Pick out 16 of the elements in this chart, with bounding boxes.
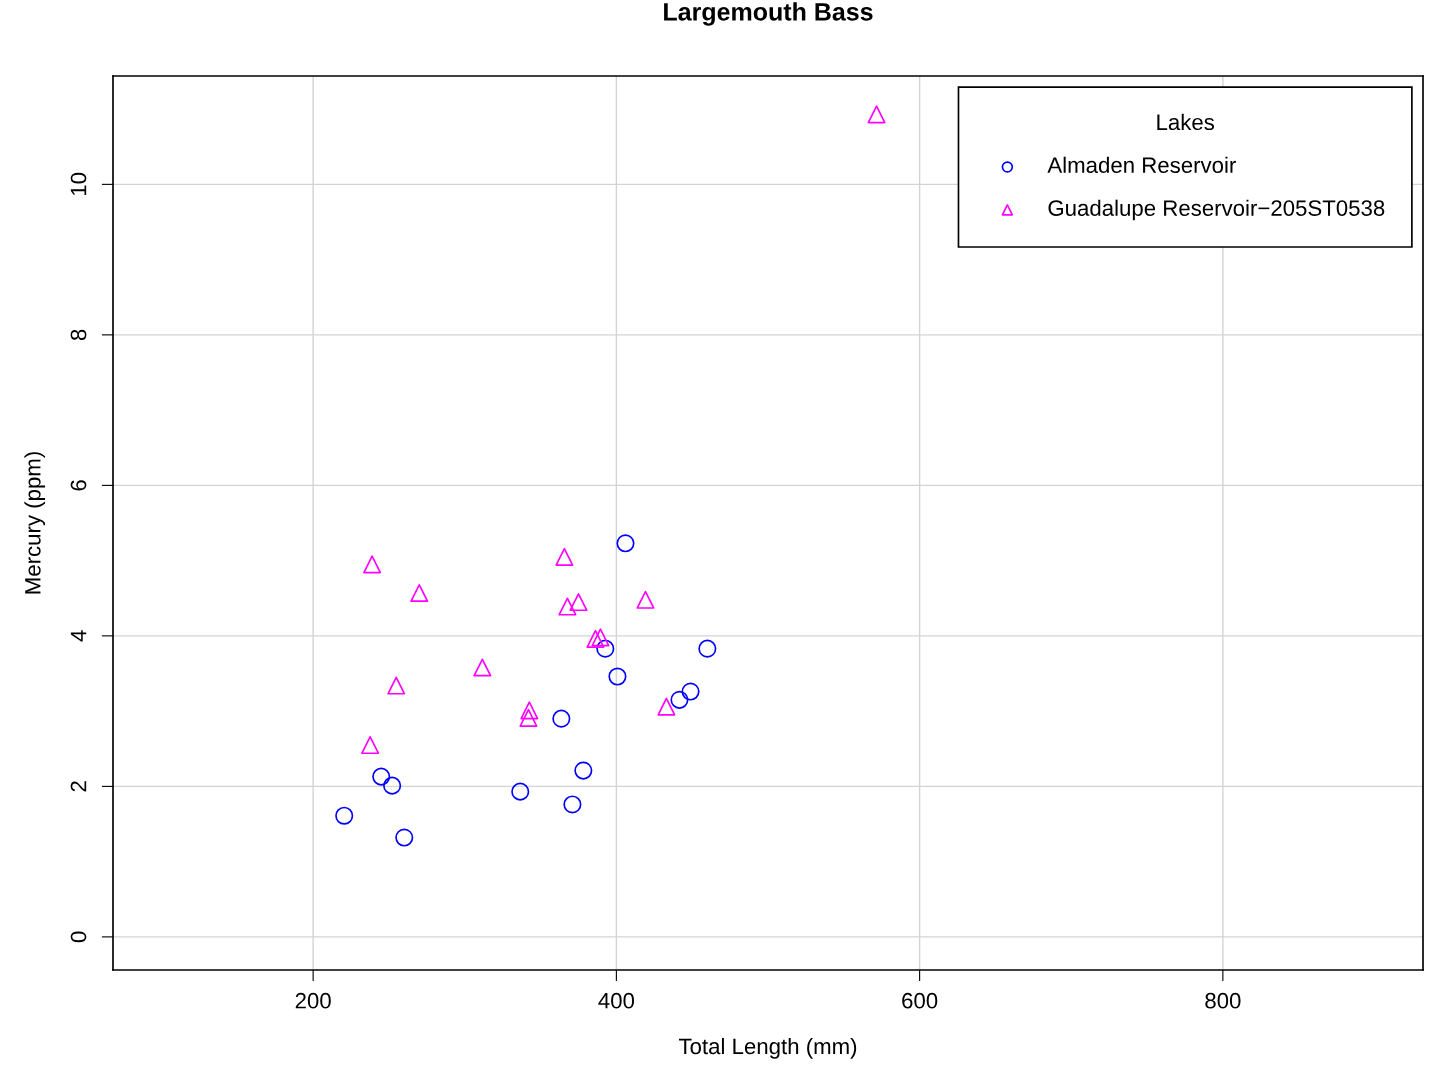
- x-tick-label: 600: [902, 992, 938, 1009]
- y-tick-label: 8: [70, 329, 87, 341]
- y-tick-label: 0: [70, 931, 87, 943]
- y-axis-title: Mercury (ppm): [24, 452, 46, 594]
- chart-title: Largemouth Bass: [664, 2, 873, 26]
- x-tick-label: 800: [1205, 992, 1241, 1009]
- x-tick-label: 200: [295, 992, 331, 1009]
- y-tick-label: 6: [70, 480, 87, 491]
- legend-label: Almaden Reservoir: [1047, 156, 1236, 174]
- x-axis-title: Total Length (mm): [678, 1037, 857, 1059]
- legend-label: Guadalupe Reservoir−205ST0538: [1048, 199, 1385, 221]
- y-tick-label: 4: [70, 630, 87, 642]
- y-tick-label: 2: [70, 781, 87, 792]
- legend-title: Lakes: [1157, 113, 1215, 131]
- y-tick-label: 10: [70, 172, 87, 196]
- x-tick-label: 400: [598, 992, 635, 1009]
